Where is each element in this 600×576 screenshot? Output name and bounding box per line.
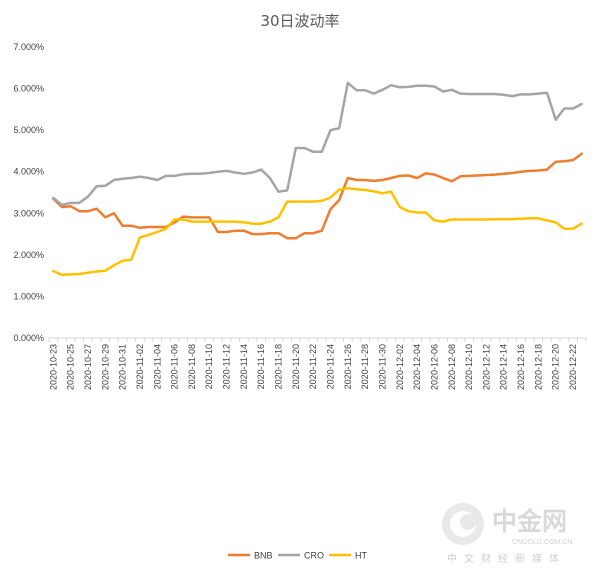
- x-tick-label: 2020-11-08: [187, 344, 197, 389]
- legend-label-bnb: BNB: [254, 551, 273, 561]
- chart-title: 30日波动率: [260, 12, 339, 30]
- watermark-tagline: 中文财经新媒体: [447, 552, 566, 565]
- x-tick-label: 2020-11-14: [239, 344, 249, 389]
- x-tick-label: 2020-11-10: [204, 344, 214, 389]
- x-tick-label: 2020-11-30: [377, 344, 387, 389]
- x-tick-label: 2020-12-04: [412, 344, 422, 390]
- y-tick-label: 2.000%: [13, 250, 44, 260]
- series-line-bnb: [52, 152, 583, 240]
- x-axis: 2020-10-23 2020-10-25 2020-10-27 2020-10-29…: [48, 337, 587, 390]
- y-tick-label: 6.000%: [13, 84, 44, 94]
- x-tick-label: 2020-11-16: [256, 344, 266, 389]
- y-tick-label: 1.000%: [13, 291, 44, 301]
- x-tick-label: 2020-11-22: [308, 344, 318, 389]
- y-tick-label: 3.000%: [13, 208, 44, 218]
- y-tick-label: 7.000%: [13, 42, 44, 52]
- x-tick-label: 2020-11-24: [325, 344, 335, 389]
- x-tick-label: 2020-12-10: [464, 344, 474, 390]
- x-tick-label: 2020-12-06: [429, 344, 439, 390]
- x-tick-label: 2020-12-18: [533, 344, 543, 390]
- x-tick-label: 2020-10-29: [100, 344, 110, 390]
- x-tick-label: 2020-12-22: [568, 344, 578, 390]
- plot-area: [52, 81, 583, 277]
- cngold-logo-icon: [442, 503, 484, 545]
- x-tick-label: 2020-12-14: [499, 344, 509, 390]
- x-tick-label: 2020-11-20: [291, 344, 301, 389]
- x-tick-label: 2020-11-28: [360, 344, 370, 389]
- watermark-domain: CNGOLD.COM.CN: [512, 539, 572, 546]
- x-tick-label: 2020-12-20: [551, 344, 561, 390]
- x-tick-label: 2020-10-23: [48, 344, 58, 390]
- watermark-brand: 中金网: [492, 507, 567, 536]
- x-tick-label: 2020-12-02: [395, 344, 405, 390]
- watermark: 中金网 CNGOLD.COM.CN 中文财经新媒体: [442, 503, 572, 565]
- y-tick-label: 0.000%: [13, 333, 44, 343]
- y-axis: 0.000% 1.000% 2.000% 3.000% 4.000% 5.000% 6.00…: [13, 42, 44, 343]
- y-tick-label: 4.000%: [13, 167, 44, 177]
- x-tick-label: 2020-10-27: [83, 344, 93, 390]
- x-tick-label: 2020-12-16: [516, 344, 526, 390]
- legend-label-cro: CRO: [304, 551, 324, 561]
- x-tick-label: 2020-11-18: [274, 344, 284, 389]
- series-line-ht: [52, 187, 583, 277]
- x-tick-label: 2020-11-04: [152, 344, 162, 389]
- series-line-cro: [52, 81, 583, 207]
- x-tick-label: 2020-11-06: [170, 344, 180, 389]
- x-tick-label: 2020-12-08: [447, 344, 457, 390]
- legend: BNB CRO HT: [228, 551, 367, 561]
- x-tick-label: 2020-11-12: [222, 344, 232, 389]
- legend-label-ht: HT: [355, 551, 367, 561]
- x-tick-label: 2020-10-31: [118, 344, 128, 390]
- y-tick-label: 5.000%: [13, 125, 44, 135]
- x-tick-label: 2020-10-25: [66, 344, 76, 390]
- x-tick-label: 2020-11-26: [343, 344, 353, 389]
- x-tick-label: 2020-11-02: [135, 344, 145, 389]
- x-tick-label: 2020-12-12: [481, 344, 491, 390]
